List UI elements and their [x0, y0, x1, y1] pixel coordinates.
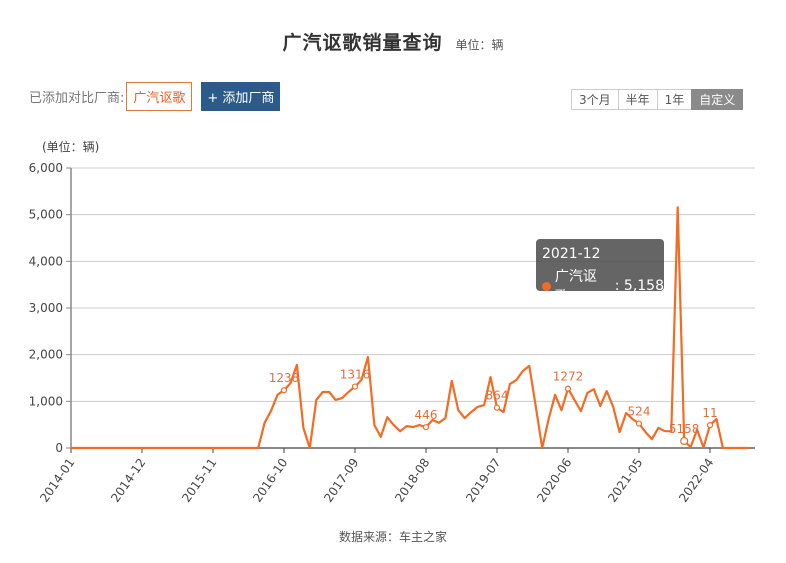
y-tick-label: 4,000	[29, 254, 63, 268]
compare-bar: 已添加对比厂商: 广汽讴歌 + 添加厂商	[29, 82, 281, 111]
data-label: 11	[702, 406, 717, 420]
data-point-marker	[280, 387, 288, 394]
data-point-marker	[706, 422, 714, 429]
add-manufacturer-button[interactable]: + 添加厂商	[201, 82, 281, 111]
x-tick-label: 2018-08	[392, 456, 432, 505]
y-axis-title: (单位：辆)	[42, 139, 99, 154]
x-tick-label: 2021-05	[605, 456, 645, 505]
x-tick-label: 2014-12	[108, 456, 148, 505]
range-custom[interactable]: 自定义	[691, 89, 744, 110]
data-label: 524	[628, 405, 651, 419]
x-tick-label: 2014-01	[37, 456, 77, 505]
y-tick-label: 6,000	[29, 161, 63, 175]
series-dot-icon	[542, 281, 551, 291]
x-tick-label: 2017-09	[321, 456, 361, 505]
x-tick-label: 2019-07	[463, 456, 503, 505]
x-tick-label: 2015-11	[179, 456, 219, 505]
compare-label: 已添加对比厂商:	[29, 91, 125, 106]
x-tick-label: 2020-06	[534, 456, 574, 505]
range-3-months[interactable]: 3个月	[571, 89, 619, 110]
compare-chip-guangqi-acura[interactable]: 广汽讴歌	[126, 82, 193, 111]
tooltip-sep: :	[610, 278, 624, 294]
data-label: 1316	[340, 368, 371, 382]
data-point-marker	[422, 424, 430, 431]
sales-line	[71, 206, 749, 450]
y-tick-label: 3,000	[29, 301, 63, 315]
x-tick-label: 2022-04	[676, 456, 716, 505]
y-tick-label: 0	[55, 441, 63, 455]
x-tick-label: 2016-10	[250, 456, 290, 505]
tooltip-series: 广汽讴歌	[554, 269, 597, 305]
data-label: 5158	[669, 422, 700, 436]
data-label: 1238	[269, 371, 300, 385]
chart-tooltip: 2021-12 广汽讴歌 : 5,158	[536, 239, 664, 305]
unit-label: 单位：辆	[455, 38, 504, 52]
data-point-marker	[635, 420, 643, 427]
tooltip-value: 5,158	[623, 278, 664, 294]
data-point-marker	[493, 404, 501, 411]
range-1-year[interactable]: 1年	[656, 89, 693, 110]
data-point-marker	[351, 383, 359, 390]
tooltip-date: 2021-12	[542, 246, 601, 262]
header: 广汽讴歌销量查询 单位：辆	[0, 28, 786, 55]
range-selector: 3个月 半年 1年 自定义	[571, 89, 744, 110]
y-tick-label: 1,000	[29, 394, 63, 408]
data-label: 1272	[553, 370, 584, 384]
page-title: 广汽讴歌销量查询	[282, 32, 443, 54]
tooltip-row: 广汽讴歌 : 5,158	[542, 266, 664, 306]
data-point-marker	[564, 385, 572, 392]
data-point-marker	[680, 436, 689, 446]
range-half-year[interactable]: 半年	[617, 89, 658, 110]
data-label: 864	[486, 389, 509, 403]
y-tick-label: 5,000	[29, 208, 63, 222]
y-tick-label: 2,000	[29, 348, 63, 362]
data-label: 446	[415, 408, 438, 422]
data-source: 数据来源：车主之家	[338, 530, 447, 544]
